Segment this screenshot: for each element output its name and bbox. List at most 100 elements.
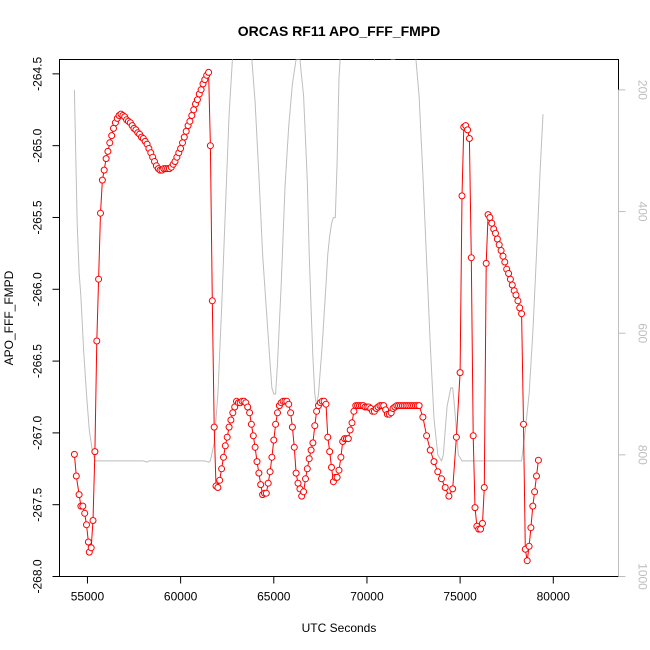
- data-point: [309, 439, 317, 447]
- data-point: [324, 433, 332, 441]
- data-point: [482, 259, 490, 267]
- data-point: [93, 337, 101, 345]
- data-point: [270, 436, 278, 444]
- data-point: [216, 476, 224, 484]
- data-point: [205, 68, 213, 76]
- x-tick-label: 55000: [71, 590, 105, 604]
- data-point: [223, 433, 231, 441]
- data-point: [302, 475, 309, 483]
- data-point: [272, 420, 280, 428]
- data-point: [218, 465, 226, 473]
- data-point: [255, 469, 263, 477]
- data-point: [266, 468, 274, 476]
- x-axis: 55000 60000 65000 70000 75000 80000: [71, 576, 571, 604]
- data-point: [268, 453, 276, 461]
- data-point: [441, 484, 449, 491]
- data-point: [81, 509, 89, 517]
- y2-axis: 200 400 600 800 1000: [618, 80, 650, 590]
- data-point: [434, 468, 442, 476]
- data-point: [305, 455, 313, 463]
- data-point: [533, 472, 540, 480]
- data-point: [220, 453, 227, 461]
- data-point: [346, 426, 354, 434]
- data-point: [274, 409, 281, 417]
- data-point: [493, 235, 501, 243]
- data-point: [328, 463, 335, 471]
- y2-tick-label: 600: [636, 323, 650, 343]
- secondary-series: [73, 59, 544, 463]
- data-point: [423, 432, 431, 440]
- data-point: [104, 147, 112, 155]
- data-point: [84, 538, 92, 546]
- data-point: [497, 247, 505, 254]
- data-point: [229, 409, 237, 417]
- data-point: [486, 214, 494, 221]
- data-point: [257, 481, 265, 489]
- data-point: [495, 241, 503, 249]
- data-point: [303, 465, 311, 473]
- data-point: [251, 443, 259, 451]
- data-point: [100, 166, 108, 174]
- data-point: [465, 135, 473, 142]
- data-point: [525, 542, 533, 550]
- data-point: [520, 420, 527, 428]
- data-point: [294, 479, 302, 487]
- chart-title: ORCAS RF11 APO_FFF_FMPD: [238, 23, 441, 39]
- data-point: [456, 369, 464, 377]
- data-point: [531, 488, 539, 496]
- data-point: [106, 139, 114, 147]
- data-point: [518, 310, 526, 318]
- data-point: [188, 112, 196, 119]
- data-point: [452, 433, 460, 441]
- data-point: [508, 281, 516, 289]
- y2-tick-label: 1000: [636, 563, 650, 590]
- data-point: [300, 488, 308, 496]
- data-point: [208, 297, 216, 305]
- data-point: [247, 420, 255, 428]
- data-point: [221, 442, 229, 450]
- data-point: [193, 96, 201, 104]
- data-point: [523, 557, 531, 565]
- data-point: [98, 176, 106, 184]
- data-point: [501, 258, 509, 266]
- data-point: [426, 446, 434, 454]
- data-point: [79, 502, 87, 510]
- data-point: [430, 458, 438, 466]
- y2-tick-label: 200: [636, 80, 650, 100]
- data-point: [438, 475, 445, 483]
- data-point: [197, 86, 205, 94]
- data-point: [506, 275, 514, 283]
- data-point: [335, 466, 343, 474]
- x-tick-label: 80000: [537, 590, 571, 604]
- data-point: [83, 521, 90, 529]
- data-point: [350, 407, 358, 415]
- data-point: [177, 145, 185, 152]
- data-point: [322, 400, 330, 408]
- data-point: [449, 485, 457, 493]
- data-point: [182, 127, 190, 135]
- data-point: [333, 473, 341, 481]
- data-point: [287, 409, 295, 417]
- data-point: [210, 423, 218, 431]
- data-point: [89, 517, 97, 524]
- data-point: [72, 472, 80, 480]
- y2-tick-label: 400: [636, 202, 650, 222]
- data-point: [326, 448, 334, 456]
- data-point: [91, 448, 99, 456]
- primary-series: [70, 68, 542, 565]
- data-point: [290, 443, 298, 451]
- plot-area: [59, 59, 619, 577]
- data-point: [337, 453, 345, 461]
- data-point: [180, 133, 188, 141]
- data-point: [97, 209, 104, 217]
- x-axis-label: UTC Seconds: [302, 621, 377, 635]
- x-tick-label: 60000: [164, 590, 198, 604]
- data-point: [529, 502, 537, 510]
- y-axis: -268.0 -267.5 -267.0 -266.5 -266.0 -265.5 -265…: [31, 57, 60, 594]
- data-point: [244, 403, 252, 411]
- data-point: [499, 252, 507, 260]
- data-point: [480, 484, 488, 491]
- data-point: [458, 192, 466, 200]
- data-point: [214, 484, 222, 491]
